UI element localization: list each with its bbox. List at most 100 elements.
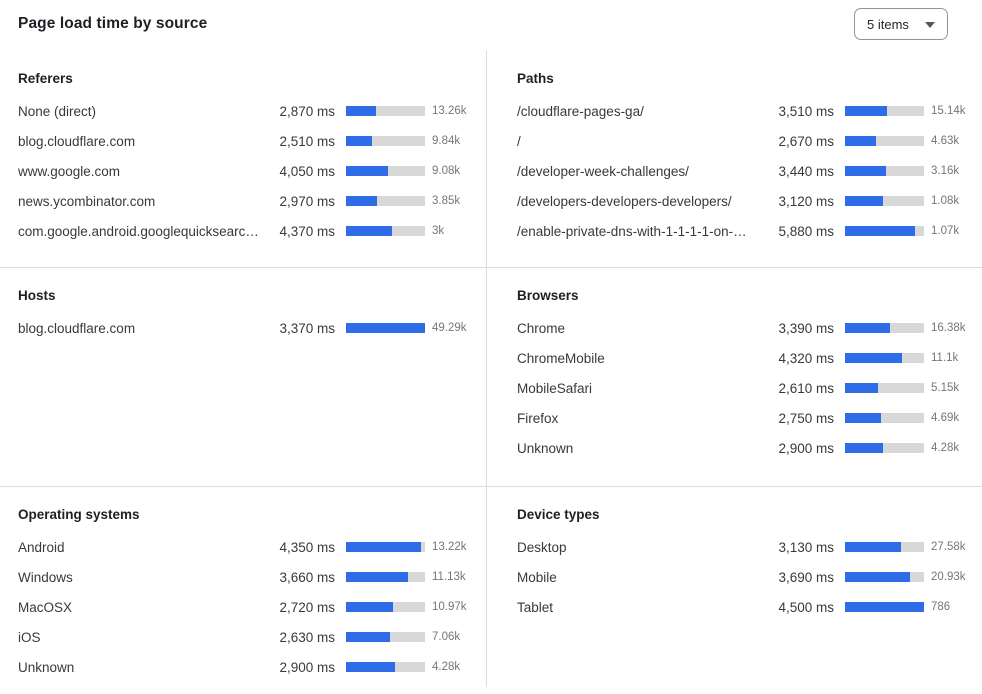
metric-row[interactable]: Android 4,350 ms 13.22k [18, 532, 476, 562]
row-bar-fill [346, 166, 389, 176]
row-label: www.google.com [18, 163, 121, 179]
row-count: 13.26k [432, 105, 467, 117]
row-label: Tablet [517, 599, 554, 615]
metric-row[interactable]: ChromeMobile 4,320 ms 11.1k [517, 343, 975, 373]
row-bar-track [346, 572, 425, 582]
row-load-time: 5,880 ms [778, 223, 834, 239]
metric-row[interactable]: Windows 3,660 ms 11.13k [18, 562, 476, 592]
row-bar-track [845, 572, 924, 582]
metric-row[interactable]: /developer-week-challenges/ 3,440 ms 3.1… [517, 156, 975, 186]
row-load-time: 3,440 ms [778, 163, 834, 179]
section-referers: Referers None (direct) 2,870 ms 13.26k b… [0, 50, 486, 267]
metric-row[interactable]: iOS 2,630 ms 7.06k [18, 622, 476, 652]
row-load-time: 3,370 ms [279, 320, 335, 336]
metric-row[interactable]: Tablet 4,500 ms 786 [517, 592, 975, 622]
sections-grid: Referers None (direct) 2,870 ms 13.26k b… [0, 50, 982, 694]
row-bar-fill [845, 542, 901, 552]
vertical-divider [486, 50, 487, 687]
section-rows: Desktop 3,130 ms 27.58k Mobile 3,690 ms … [517, 532, 975, 622]
row-bar-fill [346, 602, 393, 612]
row-count: 3.16k [931, 165, 960, 177]
row-bar-track [346, 166, 425, 176]
metric-row[interactable]: Mobile 3,690 ms 20.93k [517, 562, 975, 592]
section-title: Browsers [517, 288, 579, 303]
row-bar-track [845, 323, 924, 333]
row-bar-fill [346, 136, 373, 146]
row-count: 11.1k [931, 352, 959, 364]
row-label: Firefox [517, 410, 559, 426]
metric-row[interactable]: Unknown 2,900 ms 4.28k [18, 652, 476, 682]
metric-row[interactable]: blog.cloudflare.com 3,370 ms 49.29k [18, 313, 476, 343]
row-label: /cloudflare-pages-ga/ [517, 103, 644, 119]
row-load-time: 4,350 ms [279, 539, 335, 555]
row-bar-track [346, 226, 425, 236]
section-hosts: Hosts blog.cloudflare.com 3,370 ms 49.29… [0, 267, 486, 486]
row-label: /enable-private-dns-with-1-1-1-1-on-… [517, 223, 747, 239]
metric-row[interactable]: blog.cloudflare.com 2,510 ms 9.84k [18, 126, 476, 156]
row-label: news.ycombinator.com [18, 193, 156, 209]
metric-row[interactable]: /developers-developers-developers/ 3,120… [517, 186, 975, 216]
row-bar-track [346, 136, 425, 146]
row-label: MacOSX [18, 599, 73, 615]
row-bar-fill [845, 106, 888, 116]
row-bar-fill [845, 166, 887, 176]
metric-row[interactable]: MacOSX 2,720 ms 10.97k [18, 592, 476, 622]
row-bar-fill [346, 196, 377, 206]
row-load-time: 2,630 ms [279, 629, 335, 645]
row-count: 1.07k [931, 225, 960, 237]
row-bar-track [845, 443, 924, 453]
row-load-time: 4,500 ms [778, 599, 834, 615]
metric-row[interactable]: Chrome 3,390 ms 16.38k [517, 313, 975, 343]
metric-row[interactable]: news.ycombinator.com 2,970 ms 3.85k [18, 186, 476, 216]
row-label: ChromeMobile [517, 350, 605, 366]
row-label: Mobile [517, 569, 557, 585]
row-bar-fill [346, 572, 408, 582]
row-bar-track [346, 106, 425, 116]
row-count: 3k [432, 225, 445, 237]
section-title: Paths [517, 71, 554, 86]
section-operating-systems: Operating systems Android 4,350 ms 13.22… [0, 486, 486, 694]
row-label: Android [18, 539, 65, 555]
row-bar-fill [845, 383, 879, 393]
metric-row[interactable]: /cloudflare-pages-ga/ 3,510 ms 15.14k [517, 96, 975, 126]
row-load-time: 4,320 ms [778, 350, 834, 366]
section-device-types: Device types Desktop 3,130 ms 27.58k Mob… [486, 486, 982, 694]
metric-row[interactable]: / 2,670 ms 4.63k [517, 126, 975, 156]
section-title: Device types [517, 507, 600, 522]
row-count: 11.13k [432, 571, 466, 583]
metric-row[interactable]: None (direct) 2,870 ms 13.26k [18, 96, 476, 126]
metric-row[interactable]: MobileSafari 2,610 ms 5.15k [517, 373, 975, 403]
row-count: 786 [931, 601, 951, 613]
items-count-dropdown[interactable]: 5 items [854, 8, 948, 40]
row-label: Windows [18, 569, 73, 585]
metric-row[interactable]: www.google.com 4,050 ms 9.08k [18, 156, 476, 186]
metric-row[interactable]: /enable-private-dns-with-1-1-1-1-on-… 5,… [517, 216, 975, 246]
section-title: Operating systems [18, 507, 140, 522]
row-label: Chrome [517, 320, 566, 336]
row-load-time: 3,390 ms [778, 320, 834, 336]
metric-row[interactable]: Desktop 3,130 ms 27.58k [517, 532, 975, 562]
horizontal-divider [0, 267, 982, 268]
page-title: Page load time by source [18, 15, 208, 32]
metric-row[interactable]: Unknown 2,900 ms 4.28k [517, 433, 975, 463]
row-bar-fill [845, 572, 911, 582]
row-label: iOS [18, 629, 41, 645]
row-count: 13.22k [432, 541, 467, 553]
row-load-time: 3,660 ms [279, 569, 335, 585]
metric-row[interactable]: Firefox 2,750 ms 4.69k [517, 403, 975, 433]
metric-row[interactable]: com.google.android.googlequicksearc… 4,3… [18, 216, 476, 246]
row-load-time: 2,610 ms [778, 380, 834, 396]
section-browsers: Browsers Chrome 3,390 ms 16.38k ChromeMo… [486, 267, 982, 486]
row-load-time: 2,720 ms [279, 599, 335, 615]
row-bar-fill [845, 413, 881, 423]
row-bar-track [346, 632, 425, 642]
section-rows: /cloudflare-pages-ga/ 3,510 ms 15.14k / … [517, 96, 975, 246]
row-load-time: 2,970 ms [279, 193, 335, 209]
row-count: 1.08k [931, 195, 960, 207]
row-bar-track [845, 353, 924, 363]
row-bar-fill [845, 353, 902, 363]
row-bar-fill [346, 106, 377, 116]
row-bar-track [845, 602, 924, 612]
row-label: blog.cloudflare.com [18, 320, 136, 336]
